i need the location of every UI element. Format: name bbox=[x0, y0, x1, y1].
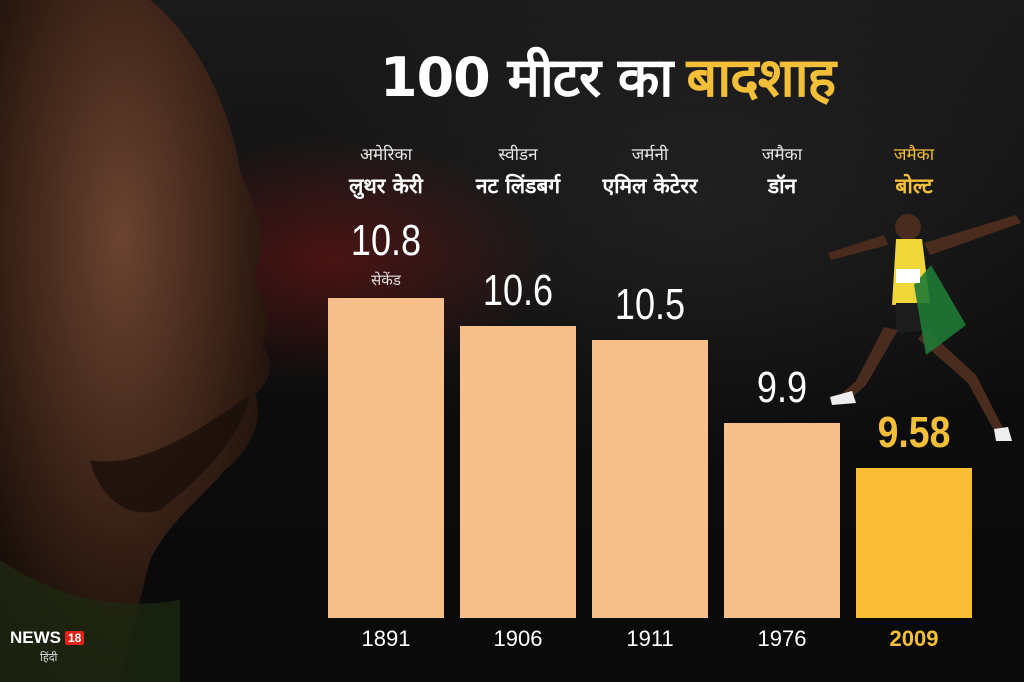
title-main: 100 मीटर का bbox=[380, 46, 673, 109]
runner-figure bbox=[828, 214, 1021, 441]
bar bbox=[856, 467, 972, 618]
athlete-label: नट लिंडबर्ग bbox=[475, 174, 561, 198]
country-label: जर्मनी bbox=[631, 145, 669, 165]
bar bbox=[724, 423, 840, 618]
country-label: जमैका bbox=[893, 145, 935, 165]
bar bbox=[592, 339, 708, 618]
country-label: अमेरिका bbox=[360, 145, 412, 165]
year-label: 1911 bbox=[626, 626, 674, 651]
value-label: 9.58 bbox=[877, 407, 951, 457]
bar bbox=[460, 325, 576, 618]
logo-sub: हिंदी bbox=[40, 651, 58, 664]
value-label: 10.5 bbox=[614, 279, 686, 329]
year-label: 1891 bbox=[361, 626, 411, 651]
athlete-portrait bbox=[0, 0, 271, 682]
athlete-label: डॉन bbox=[767, 174, 797, 198]
country-label: जमैका bbox=[761, 145, 803, 165]
value-label: 9.9 bbox=[756, 363, 808, 413]
logo-number: 18 bbox=[65, 631, 85, 645]
title-highlight: बादशाह bbox=[686, 46, 836, 109]
country-label: स्वीडन bbox=[498, 145, 538, 165]
news18-logo: NEWS 18 हिंदी bbox=[10, 628, 85, 665]
athlete-label: बोल्ट bbox=[895, 174, 933, 198]
year-label: 2009 bbox=[889, 626, 939, 651]
chart-title: 100 मीटर का बादशाह bbox=[380, 40, 836, 110]
unit-label: सेकेंड bbox=[371, 271, 401, 289]
athlete-label: एमिल केटेरर bbox=[602, 174, 698, 198]
value-label: 10.6 bbox=[482, 265, 554, 315]
bar bbox=[328, 298, 444, 618]
year-label: 1976 bbox=[757, 626, 807, 651]
logo-text: NEWS bbox=[10, 628, 61, 647]
athlete-label: लुथर केरी bbox=[349, 174, 423, 198]
value-label: 10.8 bbox=[350, 216, 422, 265]
year-label: 1906 bbox=[493, 626, 543, 651]
